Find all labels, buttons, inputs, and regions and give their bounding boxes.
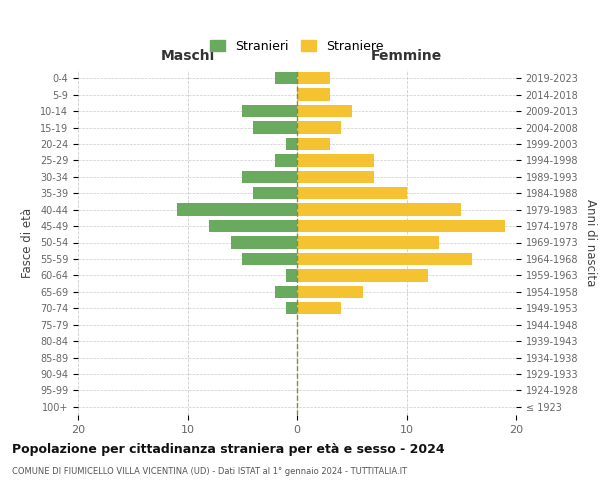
Bar [286, 302, 297, 314]
Bar [297, 302, 341, 314]
Bar [242, 253, 297, 265]
Bar [176, 204, 297, 216]
Bar [297, 253, 472, 265]
Bar [297, 187, 407, 200]
Bar [286, 138, 297, 150]
Bar [275, 286, 297, 298]
Bar [275, 154, 297, 166]
Text: COMUNE DI FIUMICELLO VILLA VICENTINA (UD) - Dati ISTAT al 1° gennaio 2024 - TUTT: COMUNE DI FIUMICELLO VILLA VICENTINA (UD… [12, 468, 407, 476]
Y-axis label: Fasce di età: Fasce di età [22, 208, 34, 278]
Bar [297, 122, 341, 134]
Bar [297, 170, 374, 183]
Bar [297, 138, 330, 150]
Bar [297, 269, 428, 281]
Text: Femmine: Femmine [371, 49, 442, 63]
Bar [242, 105, 297, 117]
Bar [297, 204, 461, 216]
Text: Maschi: Maschi [160, 49, 215, 63]
Bar [297, 88, 330, 101]
Text: Popolazione per cittadinanza straniera per età e sesso - 2024: Popolazione per cittadinanza straniera p… [12, 442, 445, 456]
Bar [297, 236, 439, 248]
Bar [253, 187, 297, 200]
Bar [275, 72, 297, 85]
Bar [297, 286, 362, 298]
Bar [242, 170, 297, 183]
Bar [297, 154, 374, 166]
Legend: Stranieri, Straniere: Stranieri, Straniere [205, 35, 389, 58]
Bar [297, 72, 330, 85]
Bar [253, 122, 297, 134]
Y-axis label: Anni di nascita: Anni di nascita [584, 199, 597, 286]
Bar [286, 269, 297, 281]
Bar [209, 220, 297, 232]
Bar [232, 236, 297, 248]
Bar [297, 220, 505, 232]
Bar [297, 105, 352, 117]
